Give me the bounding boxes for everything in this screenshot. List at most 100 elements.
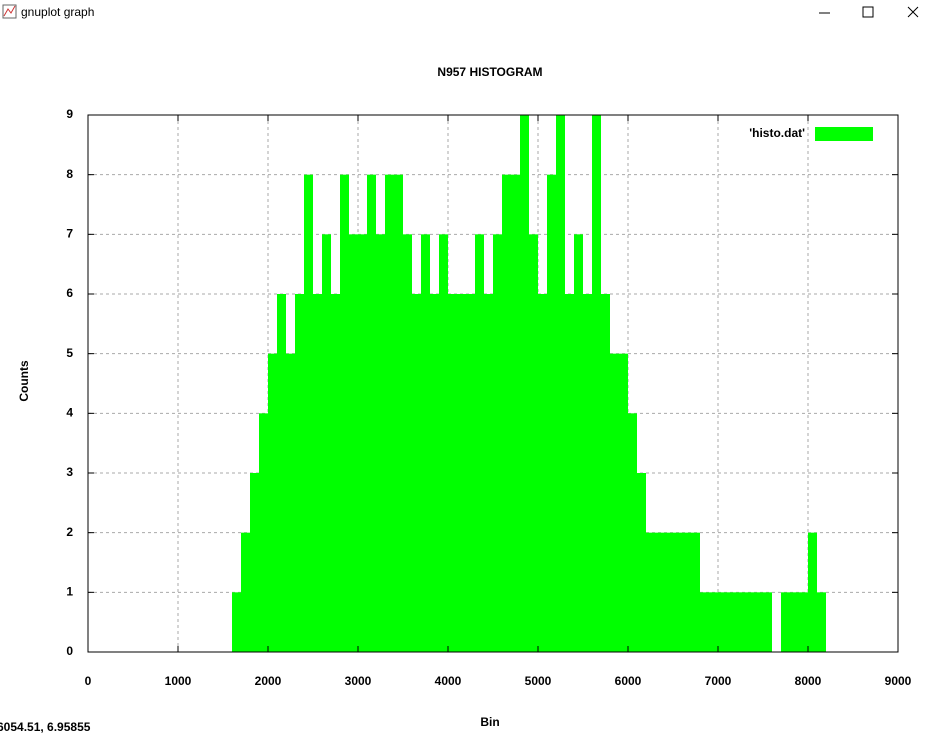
bar — [250, 473, 259, 652]
status-text: 6054.51, 6.95855 — [0, 720, 91, 734]
bar — [808, 532, 817, 652]
bar — [304, 174, 313, 652]
maximize-button[interactable] — [862, 6, 874, 18]
x-tick-label: 1000 — [165, 674, 192, 688]
bar — [232, 592, 241, 652]
bar — [619, 353, 628, 652]
bar — [673, 532, 682, 652]
x-axis-label: Bin — [480, 715, 499, 729]
bar — [781, 592, 790, 652]
y-axis-label: Counts — [17, 360, 31, 402]
bar — [520, 115, 529, 652]
x-tick-label: 4000 — [435, 674, 462, 688]
bar — [295, 294, 304, 652]
bar — [736, 592, 745, 652]
bar — [529, 234, 538, 653]
bar — [268, 353, 277, 652]
bar — [556, 115, 565, 652]
bar — [367, 174, 376, 652]
close-button[interactable] — [907, 6, 919, 18]
bar — [286, 353, 295, 652]
bar — [493, 234, 502, 653]
bar — [817, 592, 826, 652]
x-tick-label: 5000 — [525, 674, 552, 688]
legend-label: 'histo.dat' — [749, 126, 805, 140]
bar — [664, 532, 673, 652]
bar — [565, 294, 574, 652]
bar — [277, 294, 286, 652]
bar — [511, 174, 520, 652]
bar — [628, 413, 637, 652]
bar — [349, 234, 358, 653]
bar — [475, 234, 484, 653]
bar — [403, 234, 412, 653]
bar — [358, 234, 367, 653]
plot-border — [87, 114, 899, 653]
bar — [430, 294, 439, 652]
y-tick-label: 1 — [66, 585, 73, 599]
y-tick-label: 8 — [66, 167, 73, 181]
bar — [637, 473, 646, 652]
bar — [610, 353, 619, 652]
title-bar — [0, 0, 934, 26]
bar — [376, 234, 385, 653]
bar — [385, 174, 394, 652]
x-tick-label: 2000 — [255, 674, 282, 688]
bar — [790, 592, 799, 652]
bar — [745, 592, 754, 652]
bar — [700, 592, 709, 652]
bar — [241, 532, 250, 652]
y-tick-label: 9 — [66, 107, 73, 121]
bar — [601, 294, 610, 652]
y-tick-label: 4 — [66, 406, 73, 420]
x-tick-label: 8000 — [795, 674, 822, 688]
bar — [340, 174, 349, 652]
bar — [259, 413, 268, 652]
bar — [448, 294, 457, 652]
app-icon-graph — [3, 5, 16, 17]
y-tick-label: 5 — [66, 346, 73, 360]
bar — [592, 115, 601, 652]
bar — [727, 592, 736, 652]
bar — [439, 234, 448, 653]
bar — [394, 174, 403, 652]
y-tick-label: 6 — [66, 286, 73, 300]
y-tick-label: 2 — [66, 525, 73, 539]
bar — [313, 294, 322, 652]
x-tick-label: 0 — [85, 674, 92, 688]
bar — [754, 592, 763, 652]
chart-title: N957 HISTOGRAM — [437, 65, 542, 79]
legend-swatch — [815, 127, 873, 141]
bar — [421, 234, 430, 653]
bar — [466, 294, 475, 652]
bar — [484, 294, 493, 652]
bar — [691, 532, 700, 652]
bar — [547, 174, 556, 652]
bar — [763, 592, 772, 652]
x-tick-label: 9000 — [885, 674, 912, 688]
y-tick-label: 7 — [66, 227, 73, 241]
y-tick-label: 0 — [66, 644, 73, 658]
bar — [799, 592, 808, 652]
y-tick-label: 3 — [66, 465, 73, 479]
window-title: gnuplot graph — [21, 5, 94, 19]
bar — [646, 532, 655, 652]
x-tick-label: 3000 — [345, 674, 372, 688]
bar — [709, 592, 718, 652]
bar — [574, 234, 583, 653]
bar — [655, 532, 664, 652]
bar — [322, 234, 331, 653]
x-tick-label: 6000 — [615, 674, 642, 688]
bar — [538, 294, 547, 652]
bar — [412, 294, 421, 652]
bar — [583, 294, 592, 652]
bar — [457, 294, 466, 652]
bar — [682, 532, 691, 652]
bars — [232, 115, 826, 653]
bar — [718, 592, 727, 652]
app-icon — [2, 4, 17, 19]
bar — [331, 294, 340, 652]
x-tick-label: 7000 — [705, 674, 732, 688]
